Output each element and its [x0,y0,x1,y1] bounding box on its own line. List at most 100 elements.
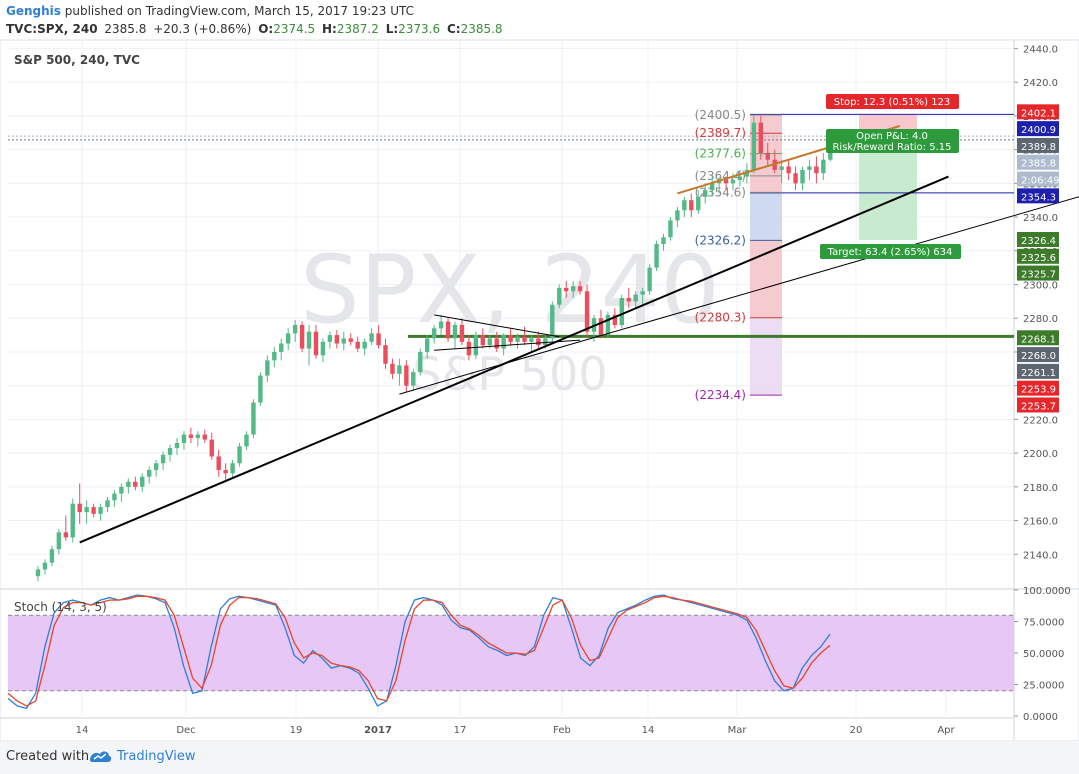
x-tick-label: 14 [76,725,89,736]
stoch-y-tick-label: 100.0000 [1023,586,1071,597]
low-value: 2373.6 [398,22,441,36]
candle-body [70,503,75,538]
candle-body [147,469,152,477]
y-tick-label: 2420.0 [1023,78,1058,89]
candle-body [251,402,256,435]
author-name[interactable]: Genghis [6,4,61,18]
price-tag [1017,104,1059,120]
chart-canvas[interactable]: 2140.02160.02180.02200.02220.02240.02260… [0,0,1079,741]
price-tag [1017,397,1059,413]
x-tick-label: 20 [850,725,863,736]
candle-body [105,500,110,508]
candle-body [237,446,242,464]
candle-body [682,200,687,211]
candle-body [703,190,708,197]
stop-label: Stop: 12.3 (0.51%) 123 [834,97,951,108]
candle-body [411,372,416,386]
x-tick-label: Mar [728,725,748,736]
publish-line: Genghis published on TradingView.com, Ma… [6,4,414,18]
candle-body [445,321,451,339]
candle-body [480,335,485,346]
candle-body [327,335,333,342]
created-with-label: Created with [6,749,90,764]
candle-body [334,335,340,344]
price-tag-label: 2253.7 [1021,401,1056,412]
candle-body [494,338,499,349]
candle-body [230,463,235,474]
price-tag [1017,347,1059,363]
tradingview-link[interactable]: TradingView [117,749,196,764]
fib-level-label: (2280.3) [695,311,746,325]
chart-header: Genghis published on TradingView.com, Ma… [0,0,1079,40]
candle-body [153,463,159,470]
candle-body [640,291,645,295]
candle-body [459,324,465,342]
candle-body [320,341,326,356]
pl-label-box [826,129,959,153]
chart-title: S&P 500, 240, TVC [14,53,140,67]
candle-body [369,333,374,342]
y-tick-label: 2280.0 [1023,314,1058,325]
x-tick-label: 19 [290,725,303,736]
pl-label-line2: Risk/Reward Ratio: 5.15 [832,142,951,153]
low-label: L: [385,22,399,36]
support-trendline-minor [399,196,1079,395]
tradingview-logo-icon[interactable] [88,748,112,766]
stoch-y-tick-label: 50.0000 [1023,649,1064,660]
candle-body [577,286,583,292]
candle-body [557,287,562,305]
x-tick-label: 14 [642,725,655,736]
candle-body [515,336,520,342]
candle-body [126,481,131,487]
candle-body [821,159,826,174]
high-label: H: [322,22,337,36]
candle-body [98,507,103,514]
candle-body [35,569,41,577]
price-tag-label: 2268.0 [1021,351,1056,362]
open-value: 2374.5 [273,22,316,36]
candle-body [438,321,444,329]
open-label: O: [258,22,274,36]
candle-body [598,318,604,336]
y-tick-label: 2340.0 [1023,213,1058,224]
fib-level-label: (2326.2) [695,233,746,247]
stoch-y-tick-label: 75.0000 [1023,618,1064,629]
y-tick-label: 2180.0 [1023,483,1058,494]
candle-body [501,335,506,349]
stoch-y-tick-label: 0.0000 [1023,712,1058,723]
ohlc-line: TVC:SPX, 240 2385.8 +20.3 (+0.86%) O:237… [6,22,503,36]
candle-body [195,434,201,438]
stop-label-box [826,94,959,109]
close-label: C: [446,22,461,36]
candle-body [814,166,819,174]
fib-zone-mid [750,192,782,241]
fib-level-label: (2354.6) [695,185,746,199]
price-tag-label: 2385.8 [1021,159,1056,170]
price-tag-label: 2268.1 [1021,334,1056,345]
candle-body [751,122,757,170]
symbol-interval: TVC:SPX, 240 [6,22,98,36]
candle-body [466,341,472,356]
candle-body [425,338,430,352]
price-tag-label: 2325.6 [1021,253,1056,264]
last-price: 2385.8 [104,22,147,36]
price-tag-label: 2389.8 [1021,142,1056,153]
fib-level-label: (2234.4) [695,388,746,402]
chart-border [0,39,1079,741]
candle-body [570,286,576,292]
candle-body [418,351,423,373]
price-tag-label: 2:06:49 [1021,176,1060,187]
candle-body [279,343,284,352]
candle-body [709,183,715,191]
candle-body [473,335,479,356]
candle-body [536,338,541,346]
candle-body [543,338,548,346]
candle-body [452,324,458,339]
candle-body [605,314,611,336]
candle-body [758,122,763,153]
stoch-y-tick-label: 25.0000 [1023,681,1064,692]
y-tick-label: 2200.0 [1023,449,1058,460]
candle-body [654,244,659,268]
candle-body [390,363,395,374]
candle-body [633,294,638,302]
